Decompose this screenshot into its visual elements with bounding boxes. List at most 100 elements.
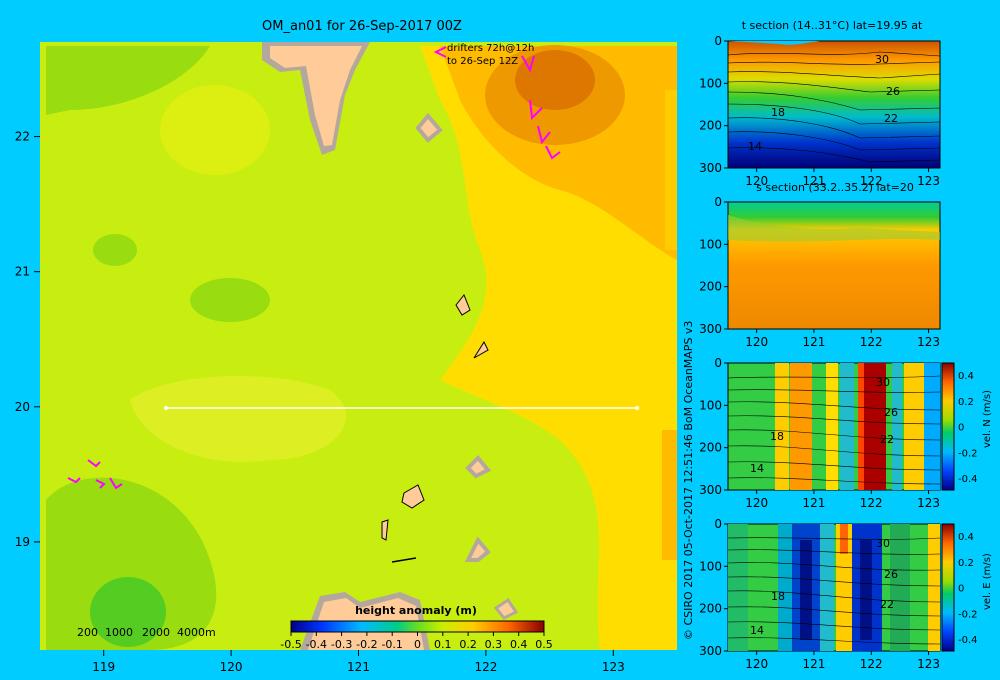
x-tick-label: 123 [602, 660, 625, 674]
y-tick-label: 22 [15, 130, 30, 144]
map-axes: 119 120 121 122 123 22 21 20 19 [15, 130, 625, 674]
y-tick-label: 100 [699, 237, 722, 251]
drifter-arrow [67, 477, 81, 484]
drifter-arrow [521, 55, 535, 73]
contour-label: 14 [750, 624, 764, 637]
y-tick-label: 300 [699, 161, 722, 175]
vel-n-section-panel: 30 26 22 18 14 vel. N (m/s) 120 121 122 123… [699, 356, 993, 510]
depth-legend-label: 200 [77, 626, 98, 639]
contour-label: 22 [880, 598, 894, 611]
depth-legend-label: 1000 [105, 626, 133, 639]
colorbar-tick-label: 0.3 [485, 638, 503, 651]
depth-legend-label: 4000m [177, 626, 216, 639]
depth-legend-label: 2000 [142, 626, 170, 639]
height-anomaly-colorbar: height anomaly (m) -0.5 -0.4 -0.3 -0.2 -0.1 0… [280, 604, 552, 651]
y-tick-label: 20 [15, 400, 30, 414]
main-map: OM_an01 for 26-Sep-2017 00Z [15, 19, 677, 674]
y-tick-label: 100 [699, 398, 722, 412]
contour-label: 18 [771, 106, 785, 119]
depth-legend: 200 1000 2000 4000m [77, 626, 216, 639]
y-tick-label: 0 [714, 34, 722, 48]
x-tick-label: 120 [220, 660, 243, 674]
vel-e-colorbar-label: vel. E (m/s) [982, 553, 993, 610]
vel-n-contours [727, 375, 941, 485]
vel-e-section-panel: 30 26 22 18 14 vel. E (m/s) 120 121 122 123… [699, 517, 993, 671]
contour-label: 18 [771, 590, 785, 603]
y-tick-label: 19 [15, 535, 30, 549]
s-section-title: s section (33.2..35.2) lat=20 [756, 181, 914, 194]
y-tick-label: 300 [699, 322, 722, 336]
colorbar-tick-label: 0.1 [434, 638, 452, 651]
colorbar-label: height anomaly (m) [355, 604, 477, 617]
y-tick-label: 21 [15, 265, 30, 279]
colorbar-tick-label: -0.5 [280, 638, 301, 651]
drifter-arrow [433, 46, 447, 58]
y-tick-label: 200 [699, 441, 722, 455]
salinity-section-panel: s section (33.2..35.2) lat=20 120 121 122 1… [699, 181, 941, 349]
y-tick-label: 200 [699, 602, 722, 616]
colorbar-tick-label: -0.2 [356, 638, 377, 651]
colorbar-tick-label: -0.3 [331, 638, 352, 651]
section-line [164, 406, 639, 410]
vel-n-colorbar [941, 362, 955, 491]
x-tick-label: 120 [745, 174, 768, 188]
x-tick-label: 121 [802, 335, 825, 349]
y-tick-label: 200 [699, 280, 722, 294]
colorbar-tick-label: 0 [958, 423, 964, 434]
x-tick-label: 122 [860, 496, 883, 510]
drifter-arrow [545, 145, 561, 160]
drifter-arrow [95, 479, 106, 489]
contour-label: 30 [875, 53, 889, 66]
x-tick-label: 123 [917, 335, 940, 349]
t-section-contours [727, 51, 941, 163]
x-tick-label: 121 [802, 496, 825, 510]
vel-e-contours [727, 537, 941, 645]
contour-label: 30 [876, 376, 890, 389]
x-tick-label: 122 [860, 174, 883, 188]
height-field [40, 42, 677, 650]
credit-text: © CSIRO 2017 05-Oct-2017 12:51:46 BoM Oc… [682, 320, 695, 640]
x-tick-label: 123 [917, 657, 940, 671]
drifter-annotation-1: drifters 72h@12h [447, 43, 534, 54]
y-tick-label: 0 [714, 195, 722, 209]
contour-label: 26 [886, 85, 900, 98]
drifter-tracks [67, 46, 561, 490]
map-title: OM_an01 for 26-Sep-2017 00Z [262, 19, 462, 34]
x-tick-label: 120 [745, 496, 768, 510]
colorbar-tick-label: 0.2 [459, 638, 477, 651]
y-tick-label: 100 [699, 76, 722, 90]
y-tick-label: 100 [699, 559, 722, 573]
contour-label: 26 [884, 568, 898, 581]
colorbar-tick-label: 0.5 [535, 638, 553, 651]
x-tick-label: 122 [860, 335, 883, 349]
x-tick-label: 122 [860, 657, 883, 671]
colorbar-tick-label: 0 [958, 584, 964, 595]
x-tick-label: 120 [745, 335, 768, 349]
contour-label: 14 [748, 140, 762, 153]
x-tick-label: 119 [92, 660, 115, 674]
drifter-arrow [109, 477, 123, 490]
vel-n-colorbar-label: vel. N (m/s) [982, 390, 993, 448]
vel-e-colorbar [941, 523, 955, 652]
temperature-section-panel: t section (14..31°C) lat=19.95 at 30 26 … [699, 19, 941, 188]
contour-label: 30 [876, 537, 890, 550]
contour-label: 18 [770, 430, 784, 443]
drifter-annotation-2: to 26-Sep 12Z [447, 56, 518, 67]
colorbar-tick-label: 0.4 [958, 532, 974, 543]
contour-label: 22 [884, 112, 898, 125]
contour-label: 22 [880, 433, 894, 446]
x-tick-label: 121 [802, 657, 825, 671]
land-masses [262, 42, 519, 650]
colorbar-tick-label: 0.4 [510, 638, 528, 651]
colorbar-tick-label: -0.4 [306, 638, 327, 651]
y-tick-label: 0 [714, 356, 722, 370]
y-tick-label: 300 [699, 644, 722, 658]
colorbar-tick-label: 0.2 [958, 397, 974, 408]
y-tick-label: 200 [699, 119, 722, 133]
contour-label: 26 [884, 406, 898, 419]
x-tick-label: 121 [802, 174, 825, 188]
colorbar-tick-label: -0.2 [958, 448, 978, 459]
colorbar-tick-label: -0.4 [958, 474, 978, 485]
colorbar-tick-label: 0 [414, 638, 421, 651]
